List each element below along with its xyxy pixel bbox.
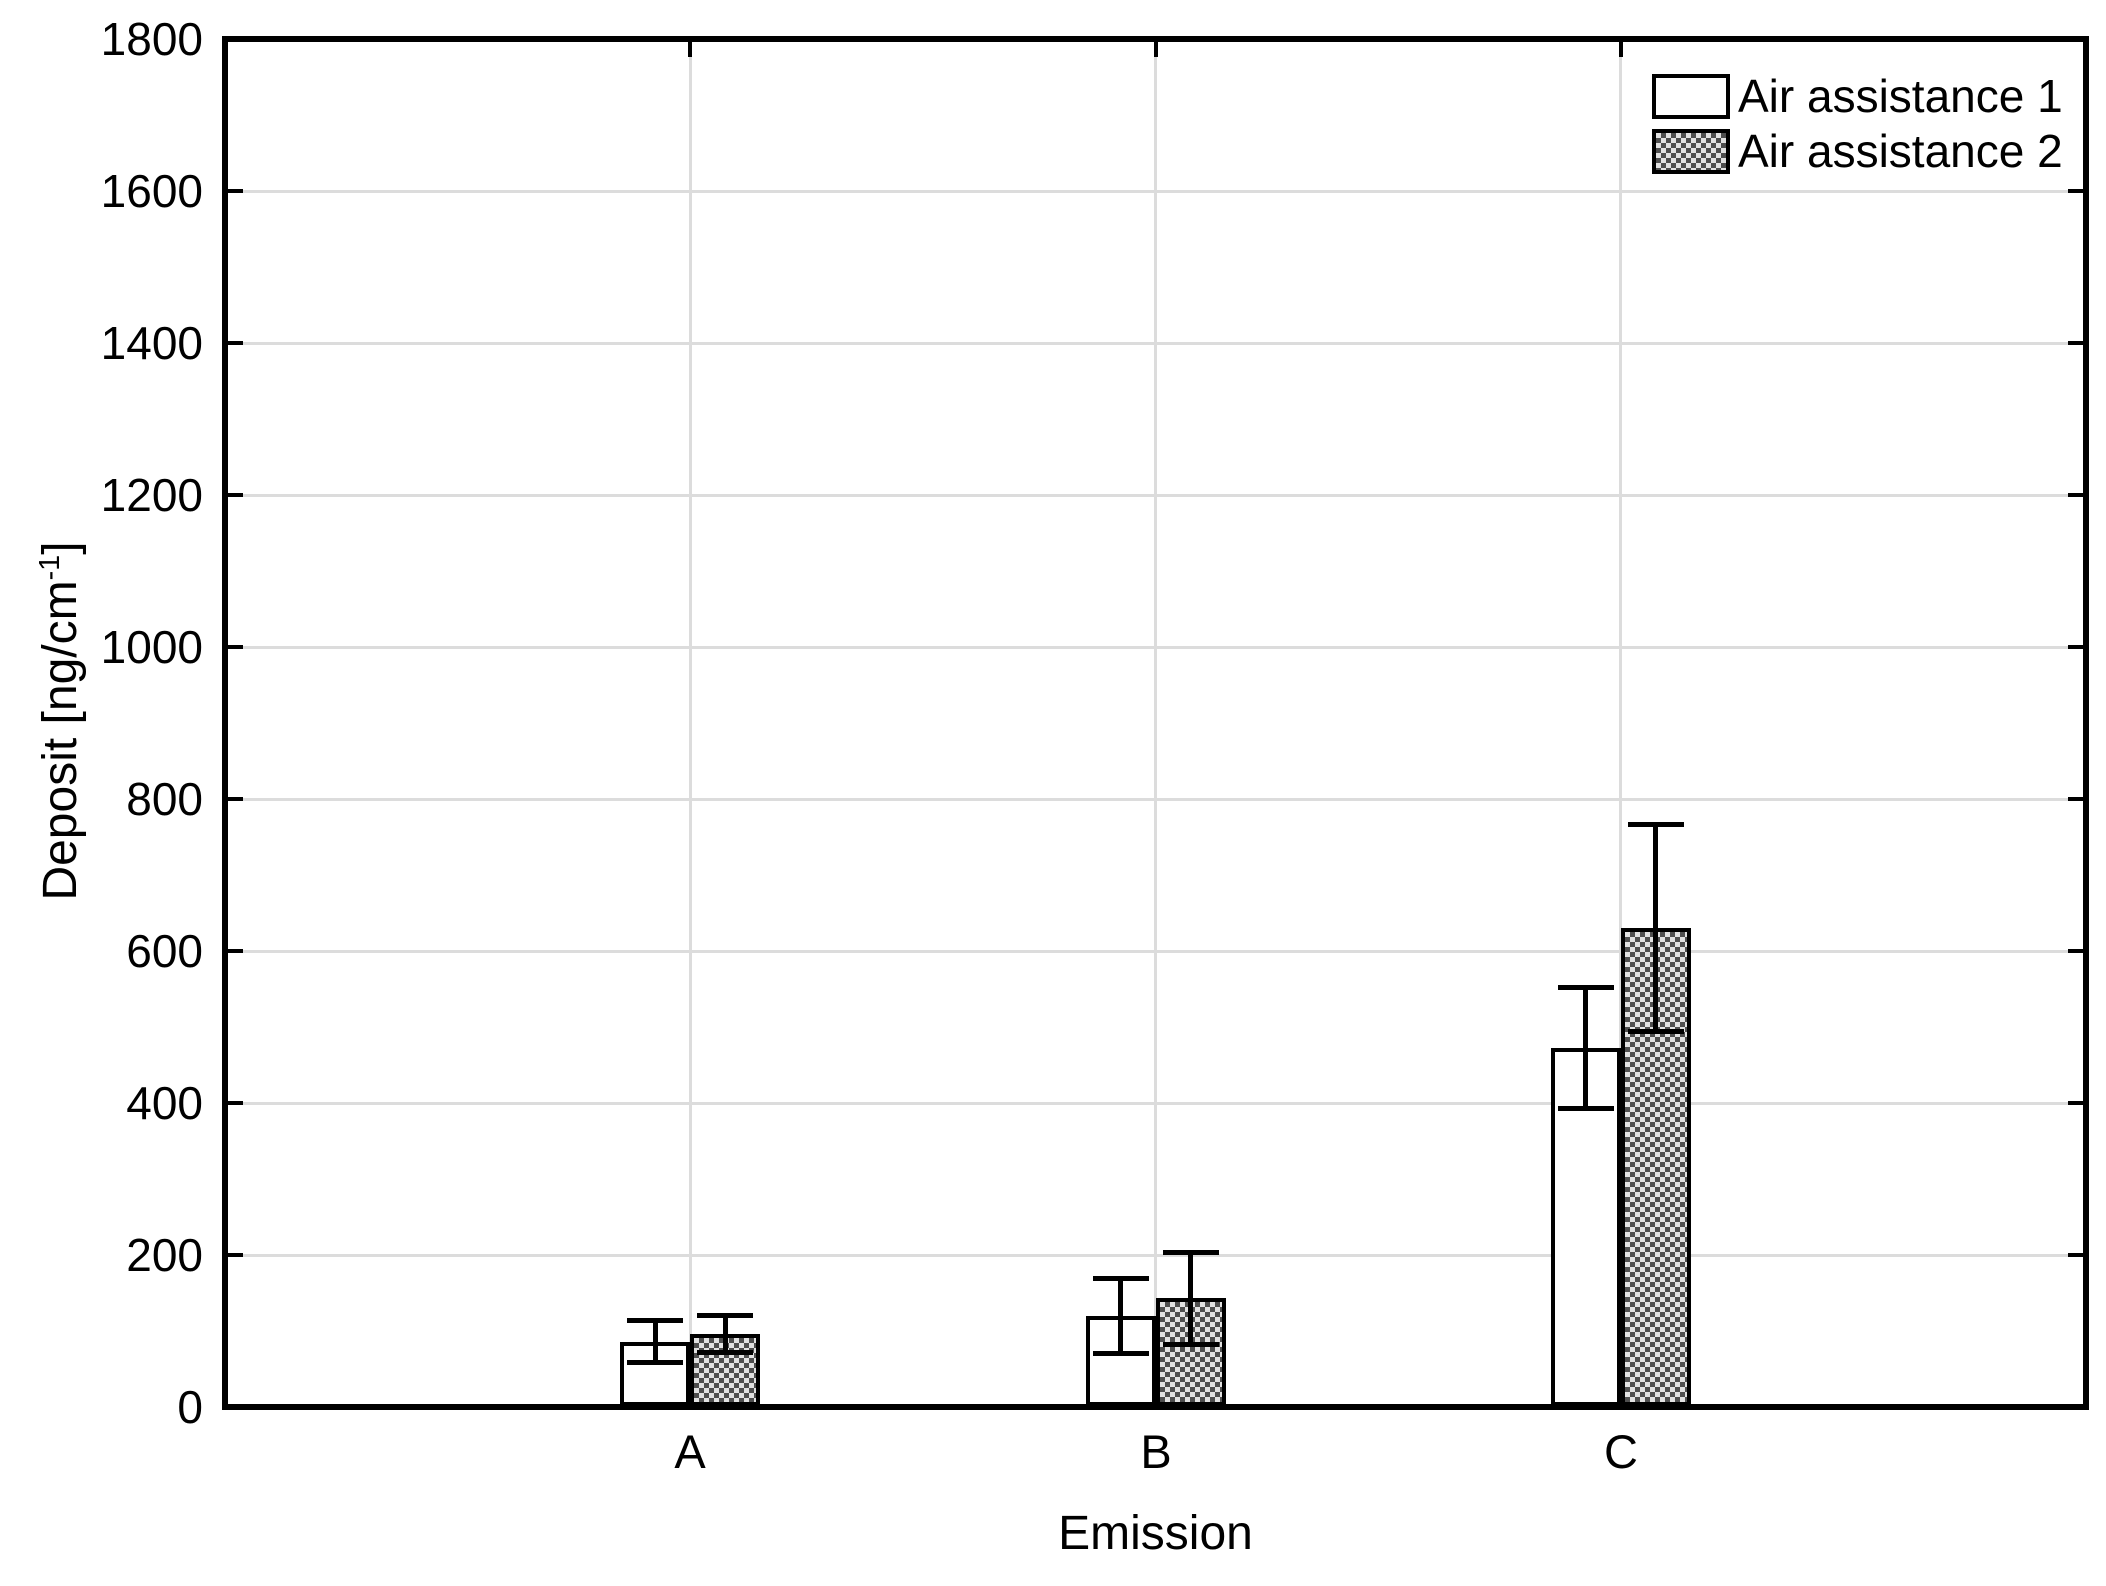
error-bar-stem-C-series1 — [1583, 987, 1588, 1109]
error-bar-cap-bottom-B-series2 — [1163, 1342, 1219, 1347]
y-tick-right-1400 — [2068, 341, 2083, 345]
legend-entry-air-assistance-2: Air assistance 2 — [1652, 128, 2063, 174]
y-tick-left-1200 — [228, 493, 243, 497]
x-tick-top-C — [1619, 42, 1623, 57]
legend-label: Air assistance 1 — [1738, 70, 2063, 122]
legend-swatch-white — [1652, 73, 1730, 119]
error-bar-stem-A-series1 — [653, 1320, 658, 1363]
legend-label: Air assistance 2 — [1738, 125, 2063, 177]
y-tick-left-1000 — [228, 645, 243, 649]
x-tick-label-B: B — [1140, 1425, 1172, 1478]
error-bar-cap-bottom-C-series1 — [1558, 1106, 1614, 1111]
x-tick-top-B — [1154, 42, 1158, 57]
v-gridline-C — [1619, 42, 1622, 1404]
v-gridline-A — [689, 42, 692, 1404]
y-tick-left-1600 — [228, 189, 243, 193]
error-bar-cap-top-A-series1 — [627, 1318, 683, 1323]
v-gridline-B — [1154, 42, 1157, 1404]
x-tick-label-C: C — [1604, 1425, 1638, 1478]
y-tick-left-600 — [228, 949, 243, 953]
x-axis-title: Emission — [1058, 1507, 1253, 1560]
y-axis-title-text: Deposit [ng/cm — [34, 580, 87, 901]
error-bar-stem-B-series1 — [1118, 1278, 1123, 1354]
y-tick-right-1600 — [2068, 189, 2083, 193]
y-tick-left-400 — [228, 1101, 243, 1105]
error-bar-cap-bottom-A-series2 — [697, 1350, 753, 1355]
legend-swatch-checker — [1652, 128, 1730, 174]
y-tick-label-1600: 1600 — [100, 165, 203, 217]
y-tick-right-200 — [2068, 1253, 2083, 1257]
y-tick-label-1000: 1000 — [100, 621, 203, 673]
plot-area — [222, 36, 2089, 1410]
y-tick-label-1400: 1400 — [100, 317, 203, 369]
y-tick-left-1400 — [228, 341, 243, 345]
y-axis-title-suffix: ] — [34, 541, 87, 555]
error-bar-cap-top-C-series2 — [1628, 822, 1684, 827]
y-tick-label-1800: 1800 — [100, 13, 203, 65]
error-bar-cap-top-A-series2 — [697, 1313, 753, 1318]
error-bar-cap-top-B-series1 — [1093, 1276, 1149, 1281]
error-bar-cap-top-C-series1 — [1558, 985, 1614, 990]
error-bar-cap-bottom-C-series2 — [1628, 1029, 1684, 1034]
legend: Air assistance 1 Air assistance 2 — [1652, 73, 2063, 183]
legend-entry-air-assistance-1: Air assistance 1 — [1652, 73, 2063, 119]
y-tick-label-0: 0 — [177, 1381, 203, 1433]
error-bar-stem-C-series2 — [1653, 824, 1658, 1032]
y-tick-label-1200: 1200 — [100, 469, 203, 521]
y-tick-left-200 — [228, 1253, 243, 1257]
y-tick-right-1000 — [2068, 645, 2083, 649]
error-bar-cap-bottom-A-series1 — [627, 1360, 683, 1365]
y-axis-title: Deposit [ng/cm-1] — [24, 541, 87, 900]
y-tick-label-200: 200 — [126, 1229, 203, 1281]
y-tick-right-1200 — [2068, 493, 2083, 497]
x-tick-label-A: A — [674, 1425, 706, 1478]
error-bar-stem-B-series2 — [1188, 1252, 1193, 1345]
y-tick-label-600: 600 — [126, 925, 203, 977]
x-tick-top-A — [688, 42, 692, 57]
error-bar-cap-top-B-series2 — [1163, 1250, 1219, 1255]
y-tick-right-400 — [2068, 1101, 2083, 1105]
error-bar-cap-bottom-B-series1 — [1093, 1351, 1149, 1356]
y-tick-right-800 — [2068, 797, 2083, 801]
y-tick-label-800: 800 — [126, 773, 203, 825]
y-axis-title-superscript: -1 — [34, 554, 66, 581]
error-bar-stem-A-series2 — [723, 1315, 728, 1353]
y-tick-left-800 — [228, 797, 243, 801]
y-tick-right-600 — [2068, 949, 2083, 953]
y-tick-label-400: 400 — [126, 1077, 203, 1129]
